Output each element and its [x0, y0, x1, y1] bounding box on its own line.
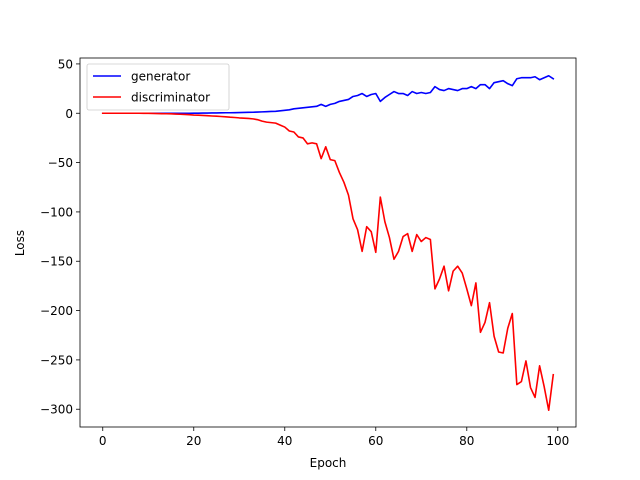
- series-layer: [101, 74, 555, 412]
- plot-frame: [79, 57, 577, 428]
- y-tick-label: −100: [40, 205, 73, 219]
- series-line-discriminator: [101, 112, 555, 412]
- legend-label-discriminator: discriminator: [131, 91, 210, 105]
- legend: generator discriminator: [86, 63, 230, 111]
- y-tick-label: 0: [65, 107, 73, 121]
- legend-label-generator: generator: [131, 70, 190, 84]
- y-tick-label: −150: [40, 255, 73, 269]
- y-axis-ticks: 50 0 −50 −100 −150 −200 −250 −300: [40, 57, 80, 417]
- x-axis-ticks: 0 20 40 60 80 100: [99, 427, 569, 448]
- y-tick-label: −250: [40, 353, 73, 367]
- y-tick-label: −50: [48, 156, 73, 170]
- y-tick-label: −200: [40, 304, 73, 318]
- series-line-generator: [101, 74, 555, 115]
- x-tick-label: 100: [546, 434, 569, 448]
- y-axis-label: Loss: [13, 230, 27, 256]
- x-axis-label: Epoch: [310, 456, 347, 470]
- x-tick-label: 20: [186, 434, 201, 448]
- y-tick-label: 50: [58, 57, 73, 71]
- x-tick-label: 0: [99, 434, 107, 448]
- x-tick-label: 40: [277, 434, 292, 448]
- x-tick-label: 60: [368, 434, 383, 448]
- x-tick-label: 80: [459, 434, 474, 448]
- legend-box: [86, 63, 230, 111]
- y-tick-label: −300: [40, 403, 73, 417]
